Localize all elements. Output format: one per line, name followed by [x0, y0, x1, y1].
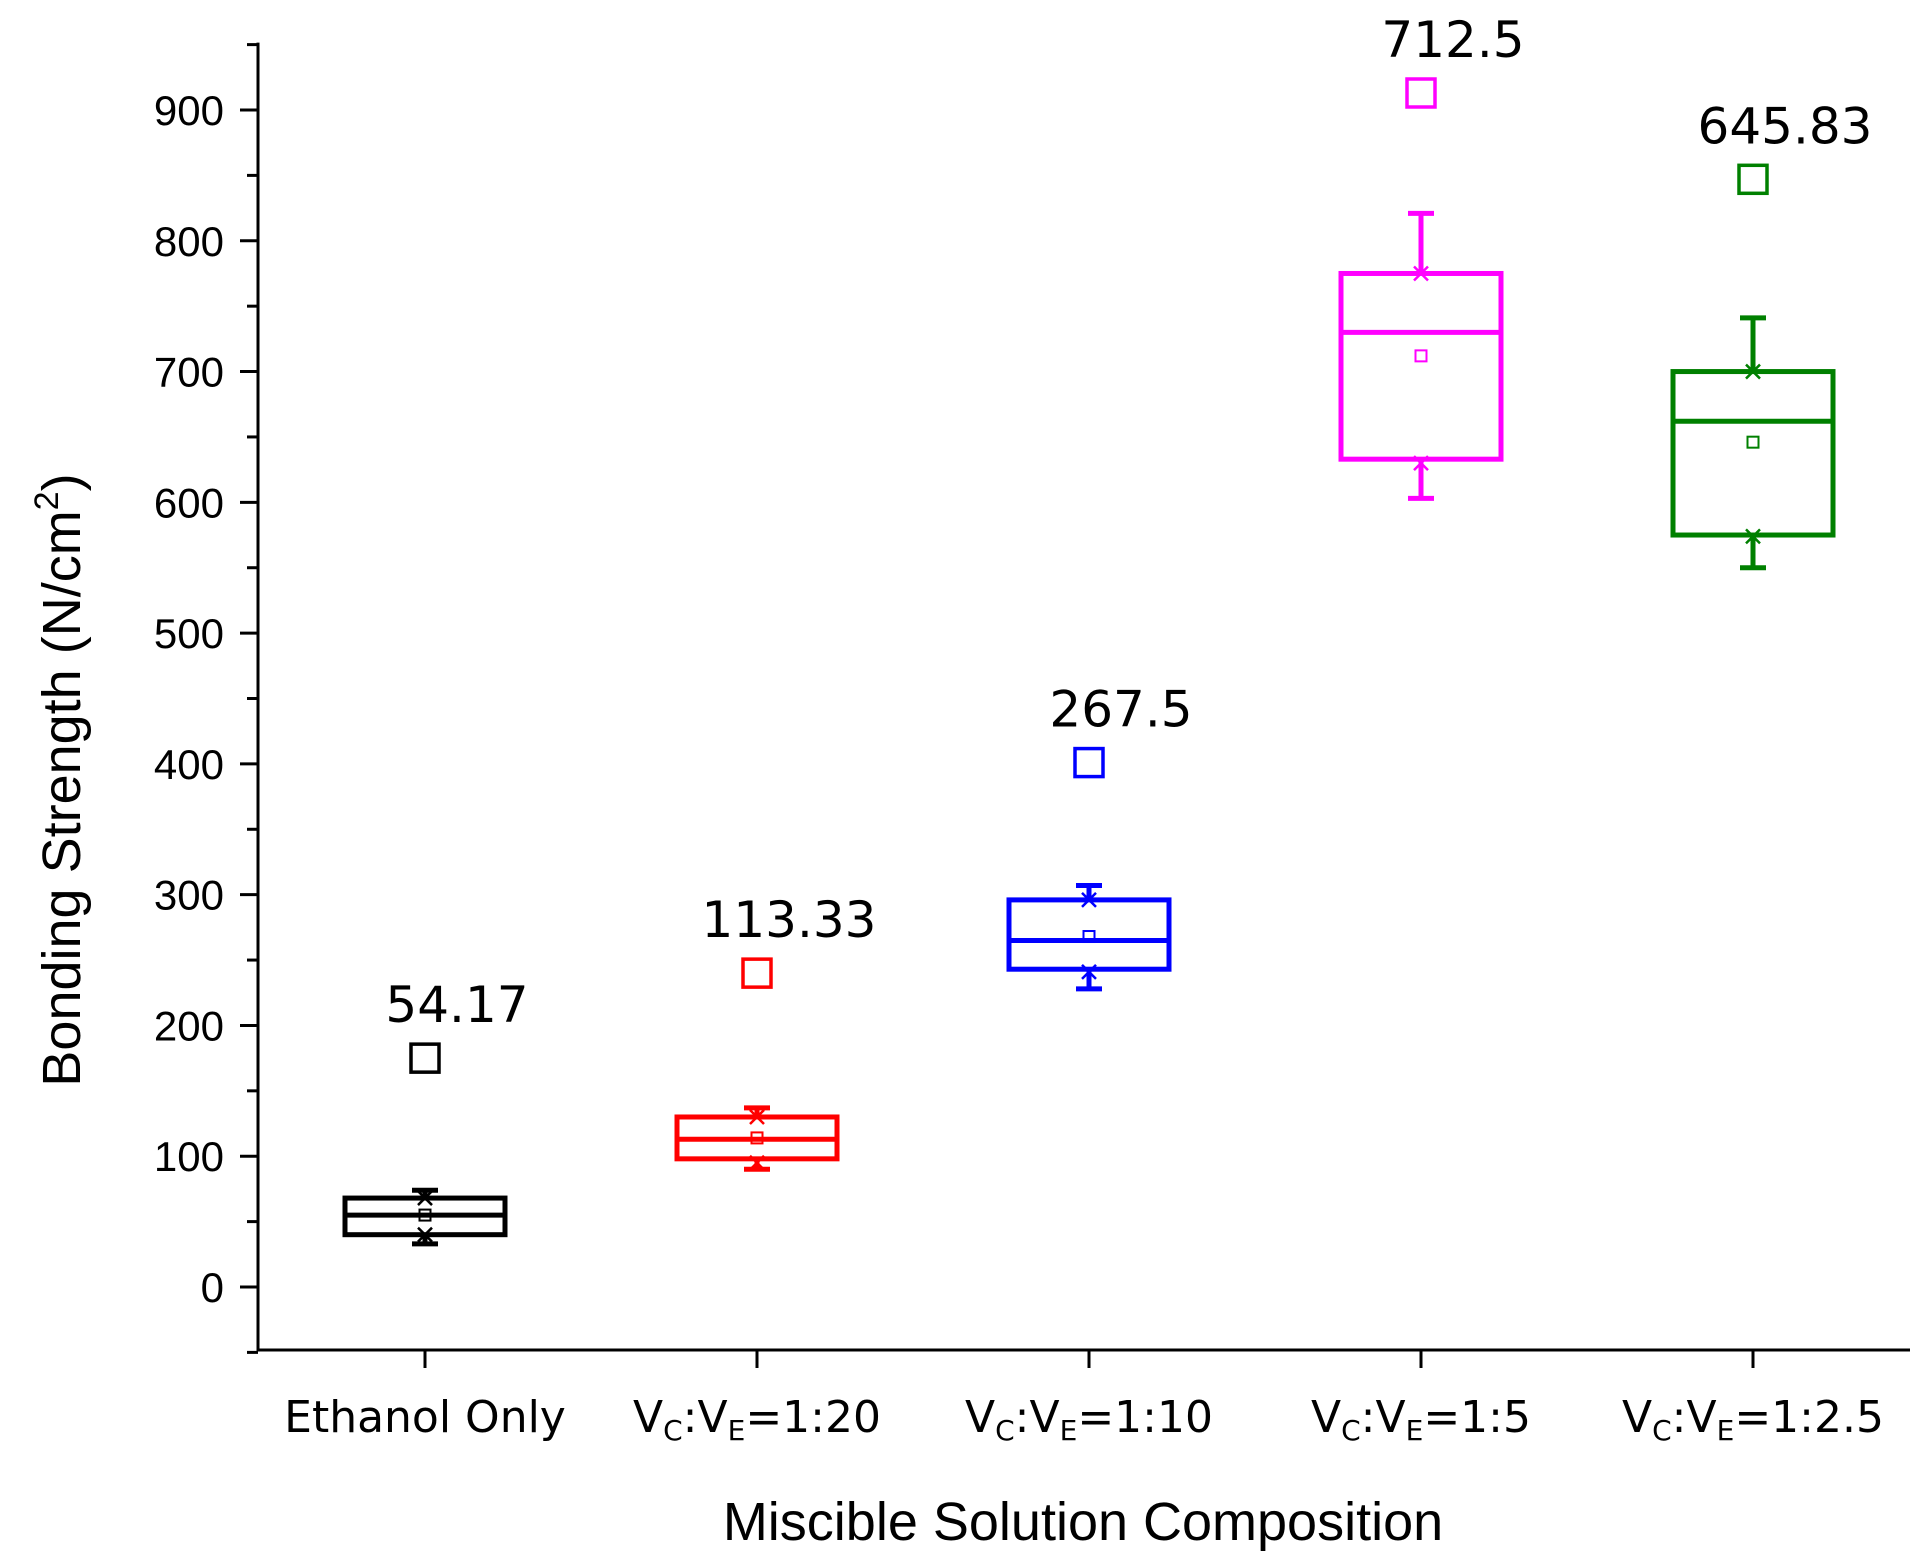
x-tick-label-part: :V — [1672, 1392, 1717, 1443]
max-marker — [1405, 77, 1437, 109]
y-tick-label: 800 — [154, 218, 224, 265]
x-tick-label: VC:VE=1:20 — [633, 1392, 881, 1447]
mean-marker — [1414, 349, 1428, 363]
data-label: 54.17 — [385, 976, 528, 1034]
x-tick-label-part: E — [1406, 1414, 1424, 1447]
y-axis-title-superscript: 2 — [28, 491, 66, 510]
x-tick-label: VC:VE=1:2.5 — [1622, 1392, 1884, 1447]
y-tick-label: 0 — [201, 1264, 224, 1311]
y-tick-label: 500 — [154, 610, 224, 657]
percentile-low-marker — [1745, 528, 1761, 545]
percentile-low-marker — [1081, 963, 1097, 980]
x-tick-label-part: C — [663, 1414, 683, 1447]
x-tick-label-part: =1:10 — [1077, 1392, 1213, 1443]
x-tick-label: VC:VE=1:10 — [965, 1392, 1213, 1447]
y-tick-label: 700 — [154, 349, 224, 396]
x-tick-label-part: =1:20 — [745, 1392, 881, 1443]
percentile-low-marker — [1413, 455, 1429, 471]
x-axis-title: Miscible Solution Composition — [723, 1492, 1443, 1552]
y-tick-label: 600 — [154, 479, 224, 526]
box-group: 645.83 — [1670, 97, 1873, 571]
data-label: 267.5 — [1049, 681, 1192, 739]
data-label: 113.33 — [702, 891, 877, 949]
percentile-high-marker — [417, 1190, 433, 1206]
x-tick-label-part: V — [965, 1392, 995, 1443]
x-tick-label: VC:VE=1:5 — [1311, 1392, 1531, 1447]
x-tick-label-part: =1:5 — [1423, 1392, 1531, 1443]
x-tick-label-part: C — [1341, 1414, 1361, 1447]
box-group: 54.17 — [342, 976, 529, 1247]
x-tick-label: Ethanol Only — [284, 1392, 566, 1443]
y-axis-title: Bonding Strength (N/cm2) — [28, 473, 92, 1086]
percentile-high-marker — [1413, 265, 1429, 282]
max-marker — [1737, 163, 1769, 196]
max-marker — [1073, 746, 1105, 779]
mean-marker — [418, 1208, 432, 1222]
percentile-high-marker — [1081, 892, 1097, 908]
box-group: 113.33 — [674, 891, 877, 1172]
x-tick-label-part: E — [728, 1414, 746, 1447]
y-tick-label: 200 — [154, 1002, 224, 1049]
x-tick-label-part: V — [1311, 1392, 1341, 1443]
percentile-high-marker — [1745, 363, 1761, 380]
max-marker — [741, 957, 773, 989]
box-group: 712.5 — [1338, 11, 1525, 501]
percentile-low-marker — [417, 1226, 433, 1243]
box — [1670, 369, 1836, 538]
y-tick-label: 100 — [154, 1133, 224, 1180]
x-tick-label-part: E — [1717, 1414, 1735, 1447]
mean-marker — [750, 1131, 764, 1145]
data-label: 712.5 — [1381, 11, 1524, 69]
y-axis-title-close: ) — [32, 473, 92, 491]
data-label: 645.83 — [1698, 97, 1873, 155]
box — [1338, 270, 1504, 462]
x-tick-label-part: V — [1622, 1392, 1652, 1443]
percentile-high-marker — [749, 1109, 765, 1125]
y-tick-label: 300 — [154, 872, 224, 919]
chart-marks: 54.17 113.33 267.5 712.5 645.83 — [342, 11, 1873, 1247]
x-tick-label-part: :V — [683, 1392, 728, 1443]
y-axis-title-main: Bonding Strength (N/cm — [32, 510, 92, 1086]
x-tick-label-part: V — [633, 1392, 663, 1443]
x-tick-label-part: C — [1652, 1414, 1672, 1447]
axes: 0 100 200 300 400 500 600 700 800 900 Ethanol Only… — [154, 42, 1910, 1447]
x-tick-label-part: :V — [1015, 1392, 1060, 1443]
max-marker — [409, 1042, 441, 1074]
percentile-low-marker — [749, 1154, 765, 1171]
y-tick-label: 900 — [154, 87, 224, 134]
mean-marker — [1082, 930, 1096, 944]
y-tick-label: 400 — [154, 741, 224, 788]
box-group: 267.5 — [1006, 681, 1193, 992]
mean-marker — [1746, 435, 1760, 449]
x-tick-label-part: :V — [1361, 1392, 1406, 1443]
x-tick-label-part: =1:2.5 — [1734, 1392, 1884, 1443]
x-tick-label-part: E — [1060, 1414, 1078, 1447]
x-tick-label-part: C — [995, 1414, 1015, 1447]
box — [1006, 897, 1172, 972]
